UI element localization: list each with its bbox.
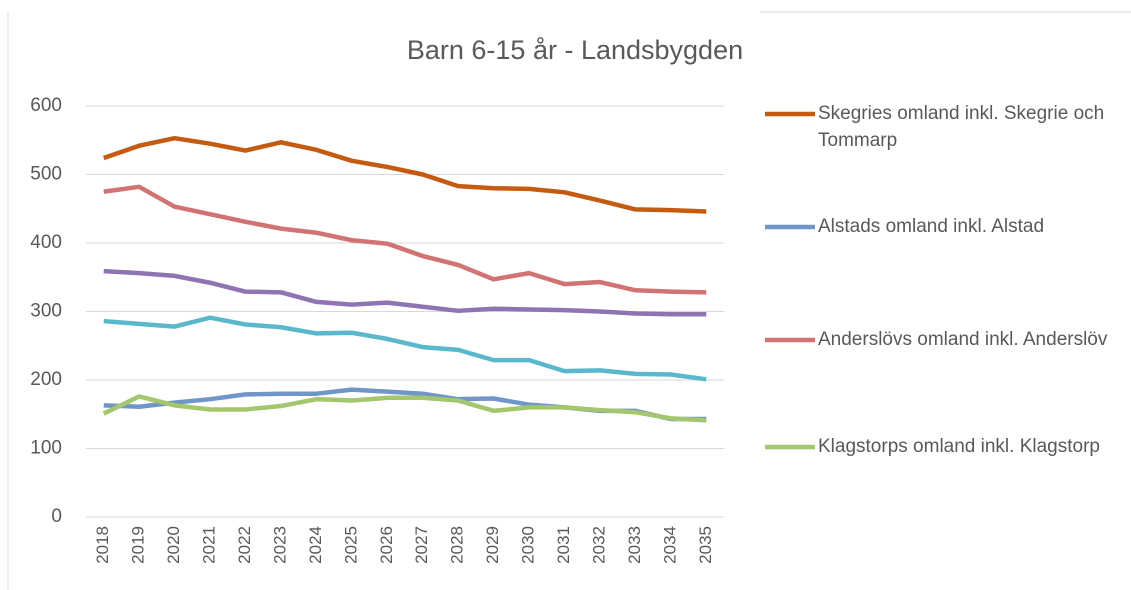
x-tick-label: 2030 <box>519 526 538 564</box>
series-line <box>103 268 707 317</box>
legend-label: Skegries omland inkl. Skegrie och Tommar… <box>818 103 1105 151</box>
x-tick-label: 2025 <box>341 526 360 564</box>
y-tick-label: 0 <box>51 506 62 527</box>
x-tick-label: 2021 <box>200 526 219 564</box>
x-tick-label: 2032 <box>589 526 608 564</box>
x-tick-label: 2028 <box>448 526 467 564</box>
x-tick-label: 2024 <box>306 526 325 564</box>
series-line <box>102 135 707 214</box>
x-tick-label: 2023 <box>270 526 289 564</box>
series-line <box>103 387 707 422</box>
x-tick-label: 2026 <box>377 526 396 564</box>
y-tick-label: 200 <box>30 369 62 390</box>
y-tick-label: 500 <box>30 164 62 185</box>
x-tick-label: 2018 <box>93 526 112 564</box>
chart-title: Barn 6-15 år - Landsbygden <box>407 35 743 65</box>
series-line <box>102 394 707 423</box>
x-tick-label: 2019 <box>129 526 148 564</box>
legend-label: Klagstorps omland inkl. Klagstorp <box>818 436 1100 457</box>
x-tick-label: 2020 <box>164 526 183 564</box>
x-tick-label: 2022 <box>235 526 254 564</box>
x-tick-label: 2033 <box>625 526 644 564</box>
x-tick-label: 2027 <box>412 526 431 564</box>
legend-label: Alstads omland inkl. Alstad <box>818 216 1045 237</box>
legend-label: Anderslövs omland inkl. Anderslöv <box>818 329 1108 350</box>
series-line <box>103 184 707 295</box>
series-line <box>103 315 707 382</box>
x-tick-label: 2029 <box>483 526 502 564</box>
x-tick-label: 2031 <box>554 526 573 564</box>
y-tick-label: 100 <box>30 438 62 459</box>
y-tick-label: 300 <box>30 301 62 322</box>
x-tick-label: 2035 <box>696 526 715 564</box>
y-tick-label: 600 <box>30 95 62 116</box>
x-tick-label: 2034 <box>660 526 679 564</box>
y-tick-label: 400 <box>30 232 62 253</box>
